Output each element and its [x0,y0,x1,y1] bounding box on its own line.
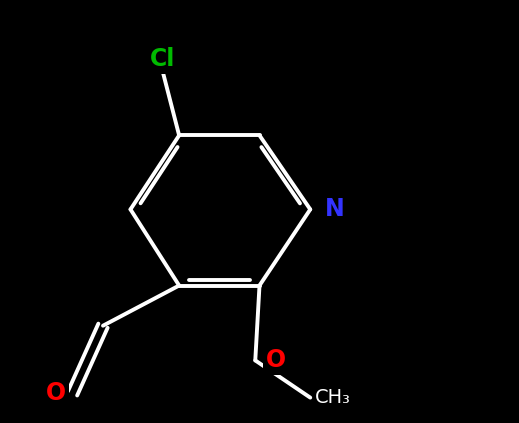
Text: Cl: Cl [149,47,175,71]
Text: N: N [325,198,345,221]
Text: CH₃: CH₃ [315,388,350,407]
Text: O: O [46,382,66,405]
Text: O: O [266,349,286,372]
